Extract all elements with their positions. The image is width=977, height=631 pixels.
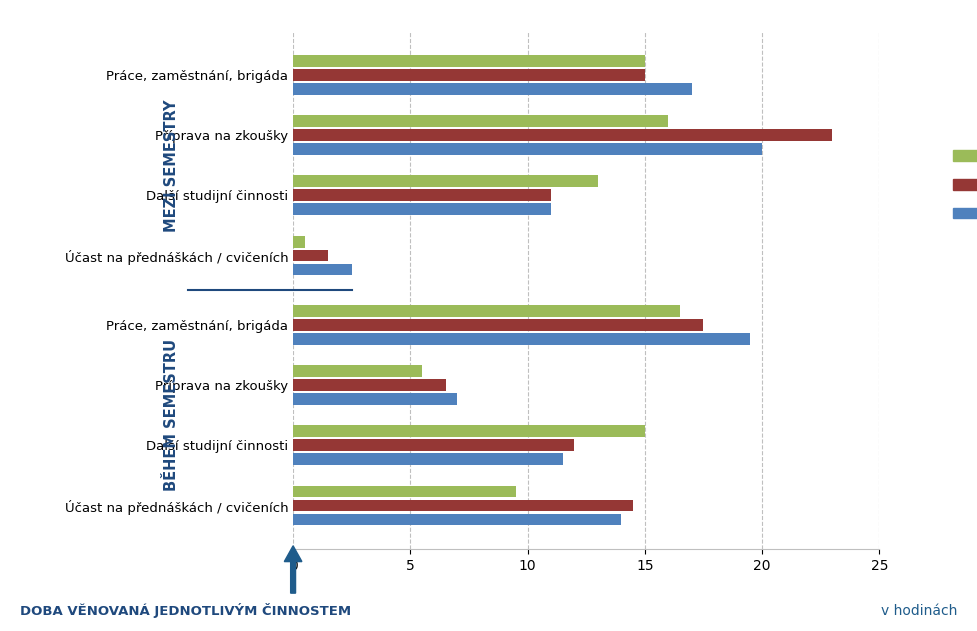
Bar: [293, 69, 645, 81]
Bar: [293, 514, 621, 526]
Bar: [293, 439, 574, 451]
Legend: Phd., Mgr., Bc.: Phd., Mgr., Bc.: [948, 143, 977, 227]
Bar: [293, 486, 516, 497]
Bar: [293, 379, 446, 391]
Bar: [293, 55, 645, 67]
Bar: [293, 425, 645, 437]
Bar: [293, 393, 457, 405]
Bar: [293, 454, 563, 465]
Bar: [293, 264, 352, 276]
Text: BĚHEM SEMESTRU: BĚHEM SEMESTRU: [164, 339, 179, 492]
Bar: [293, 129, 832, 141]
Bar: [293, 365, 422, 377]
Text: MEZI SEMESTRY: MEZI SEMESTRY: [164, 99, 179, 232]
Bar: [293, 83, 692, 95]
Bar: [293, 500, 633, 512]
Bar: [293, 236, 305, 247]
Bar: [293, 143, 762, 155]
Text: v hodinách: v hodinách: [881, 604, 957, 618]
Bar: [293, 115, 668, 127]
Bar: [293, 203, 551, 215]
Bar: [293, 305, 680, 317]
Text: DOBA VĚNOVANÁ JEDNOTLIVÝM ČINNOSTEM: DOBA VĚNOVANÁ JEDNOTLIVÝM ČINNOSTEM: [20, 603, 351, 618]
Bar: [293, 333, 750, 345]
Bar: [293, 319, 703, 331]
Bar: [293, 189, 551, 201]
Bar: [293, 250, 328, 261]
Bar: [293, 175, 598, 187]
